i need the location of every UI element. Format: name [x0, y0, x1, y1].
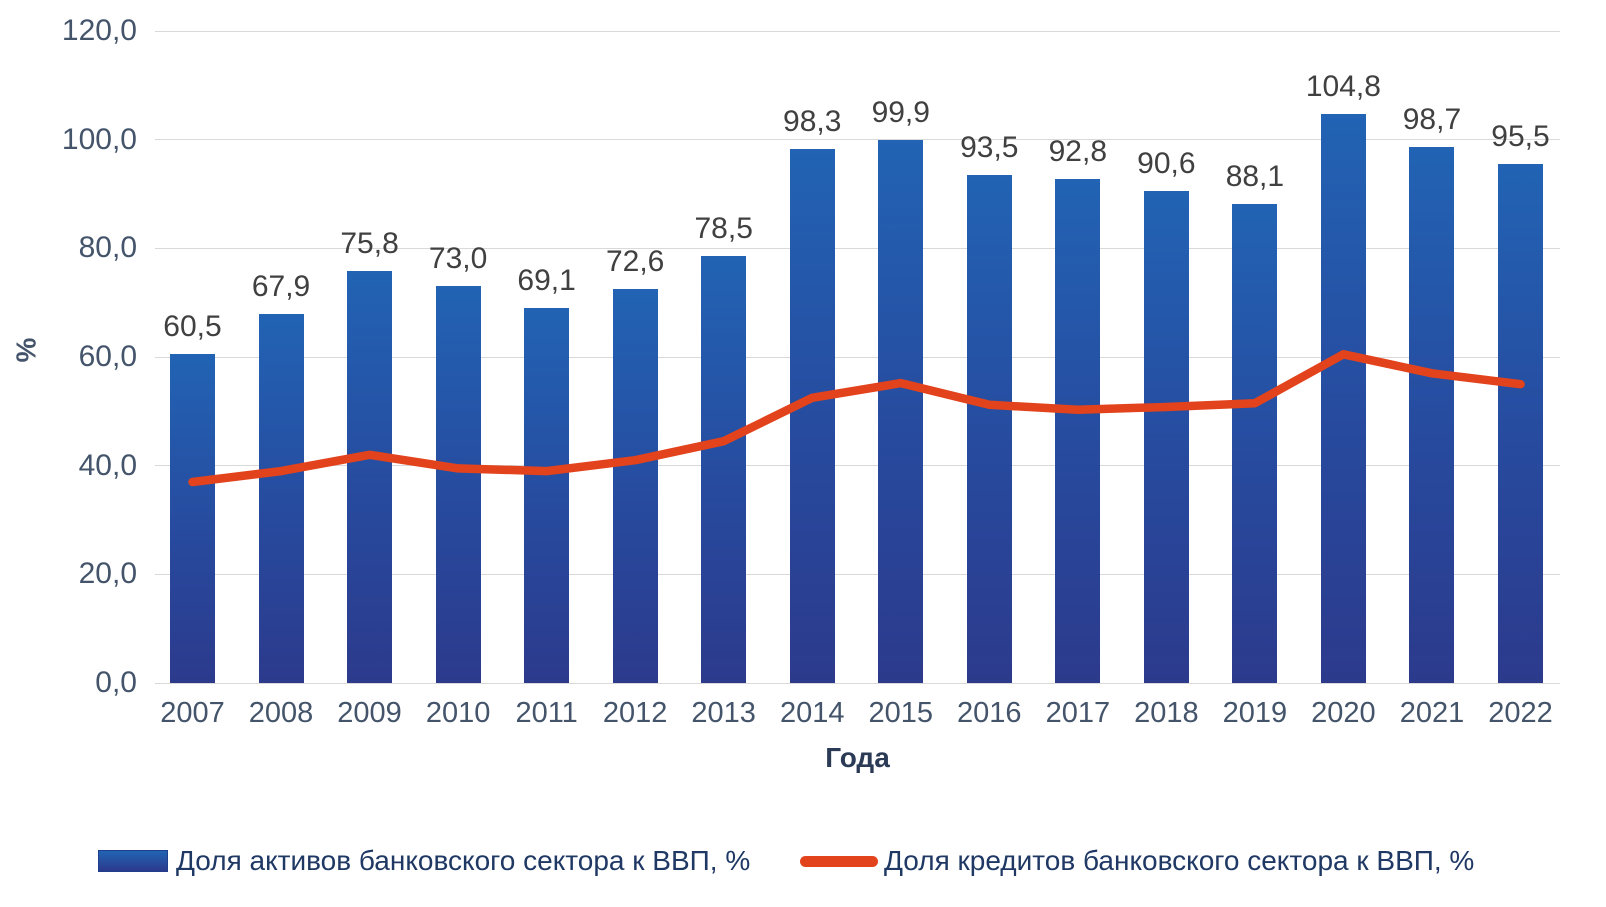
y-tick-label: 100,0 — [61, 122, 137, 156]
bar-value-label-2018: 90,6 — [1137, 146, 1196, 180]
bar-2013 — [701, 256, 747, 683]
x-tick-label-2018: 2018 — [1134, 697, 1199, 729]
x-axis-title: Года — [825, 742, 890, 773]
x-tick-label-2014: 2014 — [779, 697, 845, 729]
bar-2021 — [1409, 146, 1455, 683]
bar-series-swatch — [98, 850, 168, 872]
bar-2009 — [347, 271, 393, 683]
bar-value-label-2013: 78,5 — [694, 212, 753, 246]
line-series — [188, 350, 1525, 487]
x-tick-label-2020: 2020 — [1311, 697, 1376, 729]
bar-value-label-2014: 98,3 — [783, 104, 842, 138]
x-tick-label-2010: 2010 — [425, 697, 491, 729]
x-tick-label-2015: 2015 — [868, 697, 934, 729]
x-tick-label-2021: 2021 — [1399, 697, 1465, 729]
bar-value-label-2022: 95,5 — [1491, 120, 1550, 154]
gridline-0 — [155, 682, 1560, 684]
bar-2020 — [1320, 113, 1366, 683]
gridline-60 — [155, 356, 1560, 358]
x-tick-label-2017: 2017 — [1045, 697, 1111, 729]
gridline-120 — [155, 30, 1560, 32]
line-series-swatch — [800, 855, 878, 867]
bar-value-label-2015: 99,9 — [871, 96, 930, 130]
bar-value-label-2016: 93,5 — [960, 130, 1019, 164]
x-tick-label-2012: 2012 — [602, 697, 668, 729]
x-tick-label-2008: 2008 — [248, 697, 314, 729]
bar-value-label-2012: 72,6 — [605, 244, 665, 278]
bar-2018 — [1143, 190, 1189, 683]
bar-value-label-2010: 73,0 — [428, 242, 488, 276]
x-tick-label-2022: 2022 — [1488, 697, 1553, 729]
y-tick-label: 60,0 — [78, 340, 137, 373]
gridline-100 — [155, 139, 1560, 141]
legend-item-assets: Доля активов банковского сектора к ВВП, … — [98, 843, 750, 879]
bar-value-label-2009: 75,8 — [340, 227, 399, 261]
y-tick-label: 120,0 — [61, 14, 137, 47]
bar-value-label-2021: 98,7 — [1402, 102, 1462, 136]
bar-value-label-2020: 104,8 — [1305, 69, 1381, 103]
bar-value-label-2017: 92,8 — [1048, 134, 1108, 168]
legend-item-credits: Доля кредитов банковского сектора к ВВП,… — [800, 843, 1474, 879]
x-tick-label-2016: 2016 — [957, 697, 1022, 729]
bar-value-label-2008: 67,9 — [251, 270, 311, 304]
bar-2017 — [1055, 178, 1101, 683]
bar-2016 — [966, 174, 1012, 683]
gridline-20 — [155, 573, 1560, 575]
line-series-path — [188, 350, 1525, 487]
legend-label-credits: Доля кредитов банковского сектора к ВВП,… — [884, 845, 1475, 876]
bar-2008 — [258, 314, 304, 683]
x-tick-label-2019: 2019 — [1222, 697, 1288, 729]
bar-value-label-2011: 69,1 — [517, 263, 576, 297]
x-tick-label-2009: 2009 — [337, 697, 402, 729]
bar-value-label-2007: 60,5 — [163, 310, 222, 344]
bar-2015 — [878, 140, 924, 683]
bar-value-label-2019: 88,1 — [1225, 160, 1285, 194]
plot-area: 60,5 67,9 75,8 73,0 69,1 72,6 78,5 98,3 99,9 93,5… — [155, 30, 1560, 684]
bar-2019 — [1232, 204, 1278, 683]
gridline-80 — [155, 247, 1560, 249]
x-tick-label-2011: 2011 — [515, 697, 578, 729]
y-tick-label: 80,0 — [78, 231, 137, 265]
y-tick-label: 0,0 — [95, 666, 137, 699]
x-tick-label-2013: 2013 — [691, 697, 756, 729]
y-tick-label: 20,0 — [78, 557, 137, 591]
bar-2011 — [524, 307, 570, 683]
legend-label-assets: Доля активов банковского сектора к ВВП, … — [176, 845, 751, 876]
bar-2022 — [1497, 164, 1543, 683]
bar-2012 — [612, 288, 658, 683]
bar-2007 — [170, 354, 215, 683]
gridline-40 — [155, 465, 1560, 467]
bar-2014 — [789, 148, 835, 683]
y-tick-label: 40,0 — [78, 448, 137, 482]
bar-2010 — [435, 286, 481, 683]
x-tick-label-2007: 2007 — [160, 697, 225, 729]
